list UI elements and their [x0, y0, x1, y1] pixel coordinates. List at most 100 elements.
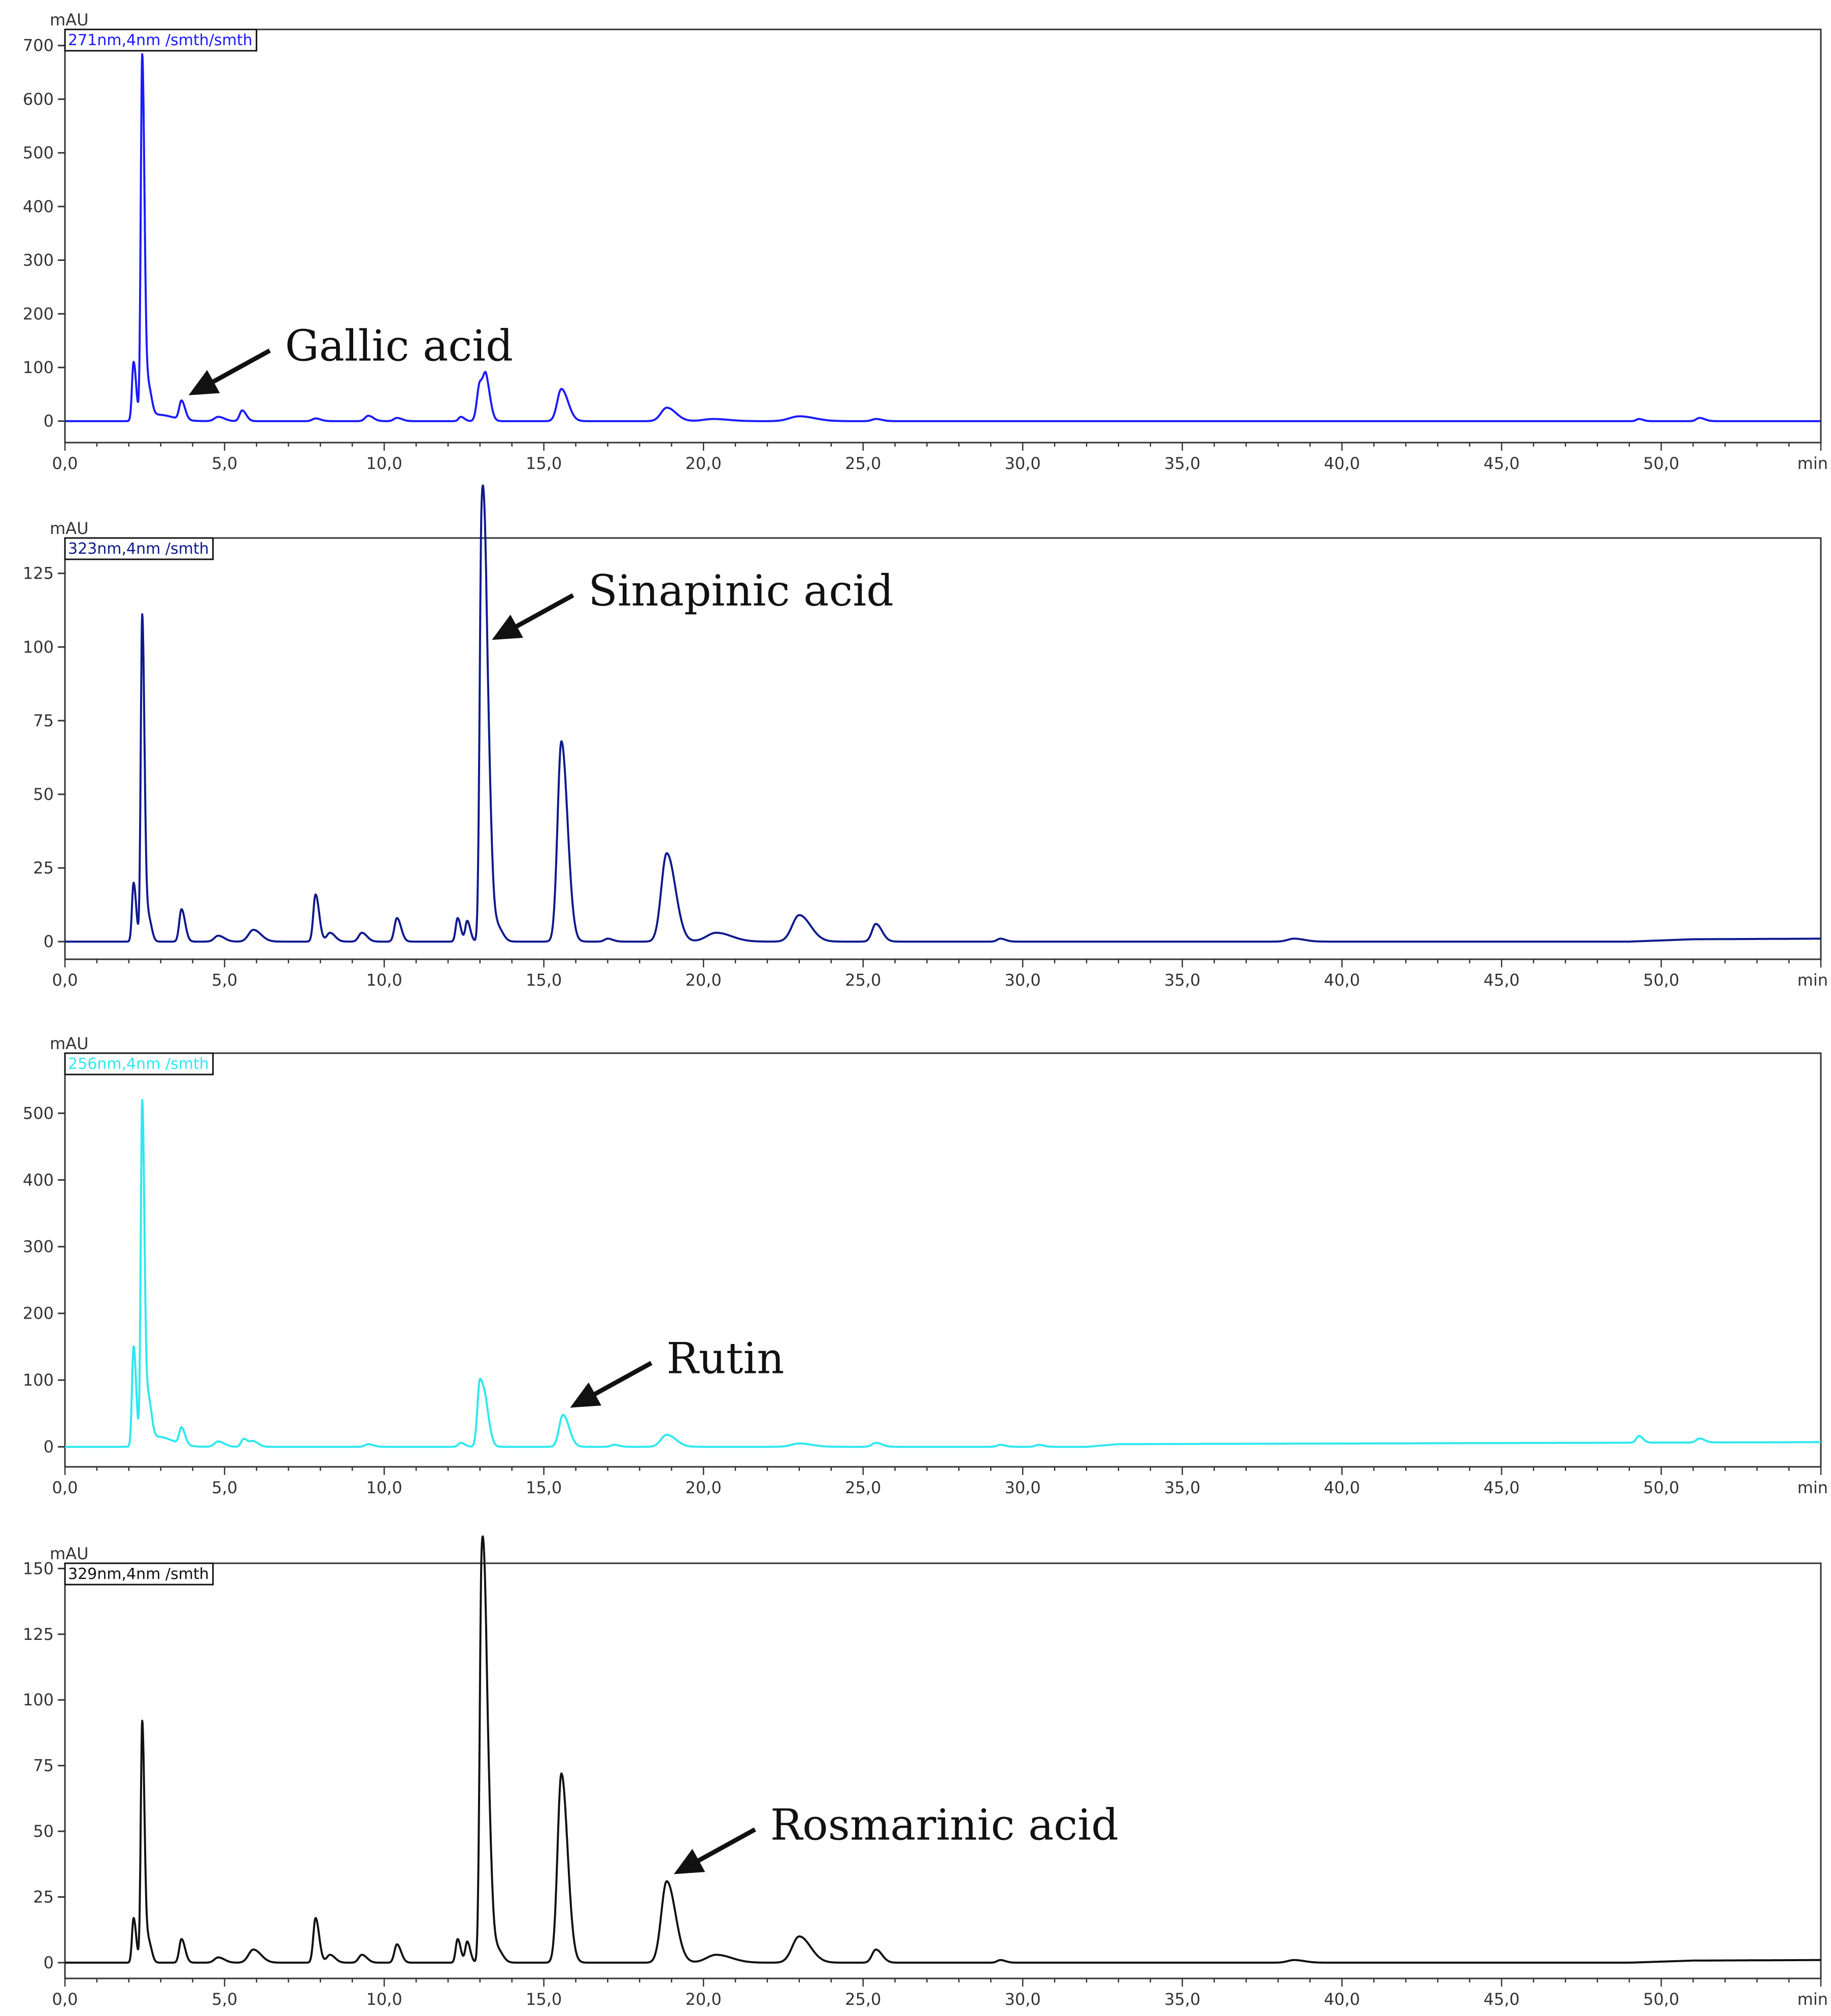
- y-tick-label: 300: [23, 251, 54, 270]
- x-axis-unit-label: min: [1798, 454, 1828, 473]
- compound-annotation: Gallic acid: [285, 321, 513, 371]
- x-tick-label: 25,0: [845, 1990, 881, 2009]
- x-tick-label: 10,0: [366, 1478, 402, 1497]
- channel-label-box: [64, 28, 257, 52]
- x-tick-label: 35,0: [1164, 970, 1200, 990]
- y-tick-label: 0: [44, 932, 54, 951]
- x-axis-unit-label: min: [1798, 1990, 1828, 2009]
- x-tick-label: 0,0: [52, 454, 78, 473]
- x-tick-label: 20,0: [686, 970, 722, 990]
- y-tick-label: 0: [44, 1437, 54, 1457]
- channel-label-box: [64, 1052, 214, 1076]
- x-tick-label: 25,0: [845, 1478, 881, 1497]
- y-tick-label: 400: [23, 197, 54, 216]
- x-tick-label: 45,0: [1483, 1478, 1519, 1497]
- y-tick-label: 300: [23, 1237, 54, 1256]
- channel-label: 256nm,4nm /smth: [68, 1055, 209, 1073]
- annotation-arrow-head: [188, 369, 220, 395]
- x-tick-label: 15,0: [526, 454, 562, 473]
- x-tick-label: 50,0: [1643, 1990, 1679, 2009]
- x-tick-label: 0,0: [52, 1478, 78, 1497]
- x-tick-label: 10,0: [366, 1990, 402, 2009]
- x-tick-label: 15,0: [526, 1990, 562, 2009]
- y-tick-label: 75: [33, 1756, 54, 1775]
- x-tick-label: 20,0: [686, 1990, 722, 2009]
- compound-annotation: Rutin: [666, 1333, 784, 1383]
- signal-trace: [64, 484, 1822, 943]
- y-tick-label: 100: [23, 637, 54, 657]
- x-tick-label: 0,0: [52, 970, 78, 990]
- x-tick-label: 40,0: [1324, 454, 1360, 473]
- y-tick-label: 150: [23, 1559, 54, 1578]
- x-tick-label: 30,0: [1005, 1990, 1041, 2009]
- signal-trace: [64, 1535, 1822, 1964]
- x-tick-label: 5,0: [212, 1990, 238, 2009]
- y-tick-label: 100: [23, 1690, 54, 1709]
- annotation-arrow-head: [570, 1382, 601, 1408]
- x-axis-unit-label: min: [1798, 970, 1828, 990]
- y-tick-label: 200: [23, 304, 54, 323]
- x-tick-label: 40,0: [1324, 970, 1360, 990]
- y-axis-unit-label: mAU: [50, 1544, 88, 1563]
- y-tick-label: 125: [23, 564, 54, 583]
- x-tick-label: 50,0: [1643, 970, 1679, 990]
- x-tick-label: 5,0: [212, 970, 238, 990]
- annotation-arrow-head: [673, 1849, 705, 1874]
- x-tick-label: 20,0: [686, 454, 722, 473]
- chromatogram-panel-3: mAU 0 100 200 300 400 500 0,0 5,0 10,0 15,0 20,0 25,…: [23, 1034, 1828, 1497]
- y-axis-unit-label: mAU: [50, 10, 88, 29]
- y-tick-label: 0: [44, 1953, 54, 1972]
- plot-frame: [64, 28, 1822, 444]
- y-tick-label: 200: [23, 1304, 54, 1323]
- x-tick-label: 40,0: [1324, 1478, 1360, 1497]
- x-tick-label: 40,0: [1324, 1990, 1360, 2009]
- x-tick-label: 30,0: [1005, 1478, 1041, 1497]
- x-tick-label: 30,0: [1005, 970, 1041, 990]
- x-tick-label: 15,0: [526, 970, 562, 990]
- y-tick-label: 0: [44, 412, 54, 431]
- y-tick-label: 100: [23, 358, 54, 377]
- y-tick-label: 75: [33, 711, 54, 730]
- x-tick-label: 30,0: [1005, 454, 1041, 473]
- channel-label: 329nm,4nm /smth: [68, 1565, 209, 1583]
- x-tick-label: 10,0: [366, 454, 402, 473]
- chromatogram-panel-2: mAU 0 25 50 75 100 125 0,0 5,0 10,0 15,0 20,0 25,0 30…: [23, 484, 1828, 990]
- x-tick-label: 35,0: [1164, 1990, 1200, 2009]
- y-tick-label: 400: [23, 1170, 54, 1190]
- channel-label: 323nm,4nm /smth: [68, 540, 209, 558]
- x-tick-label: 0,0: [52, 1990, 78, 2009]
- channel-label: 271nm,4nm /smth/smth: [68, 31, 252, 49]
- y-tick-label: 500: [23, 1103, 54, 1123]
- chromatogram-panel-1: mAU 0 100 200 300 400 500 600 700 0,0 5,0 10,0 15,0 2…: [23, 10, 1828, 473]
- x-tick-label: 10,0: [366, 970, 402, 990]
- signal-trace: [64, 53, 1822, 422]
- y-tick-label: 25: [33, 858, 54, 878]
- x-tick-label: 35,0: [1164, 454, 1200, 473]
- y-tick-label: 600: [23, 89, 54, 109]
- y-tick-label: 25: [33, 1888, 54, 1907]
- x-tick-label: 35,0: [1164, 1478, 1200, 1497]
- annotation-arrow-head: [492, 614, 523, 640]
- x-tick-label: 45,0: [1483, 454, 1519, 473]
- x-tick-label: 15,0: [526, 1478, 562, 1497]
- plot-frame: [64, 1562, 1822, 1979]
- x-axis-unit-label: min: [1798, 1478, 1828, 1497]
- x-tick-label: 45,0: [1483, 1990, 1519, 2009]
- signal-trace: [64, 1099, 1822, 1448]
- channel-label-box: [64, 1562, 214, 1586]
- x-tick-label: 50,0: [1643, 454, 1679, 473]
- channel-label-box: [64, 537, 214, 560]
- x-tick-label: 5,0: [212, 454, 238, 473]
- y-tick-label: 50: [33, 785, 54, 804]
- y-axis-unit-label: mAU: [50, 1034, 88, 1053]
- plot-frame: [64, 1052, 1822, 1468]
- x-tick-label: 45,0: [1483, 970, 1519, 990]
- x-tick-label: 20,0: [686, 1478, 722, 1497]
- x-tick-label: 25,0: [845, 454, 881, 473]
- x-tick-label: 50,0: [1643, 1478, 1679, 1497]
- compound-annotation: Sinapinic acid: [588, 566, 894, 616]
- y-axis-unit-label: mAU: [50, 519, 88, 538]
- x-tick-label: 5,0: [212, 1478, 238, 1497]
- plot-frame: [64, 537, 1822, 960]
